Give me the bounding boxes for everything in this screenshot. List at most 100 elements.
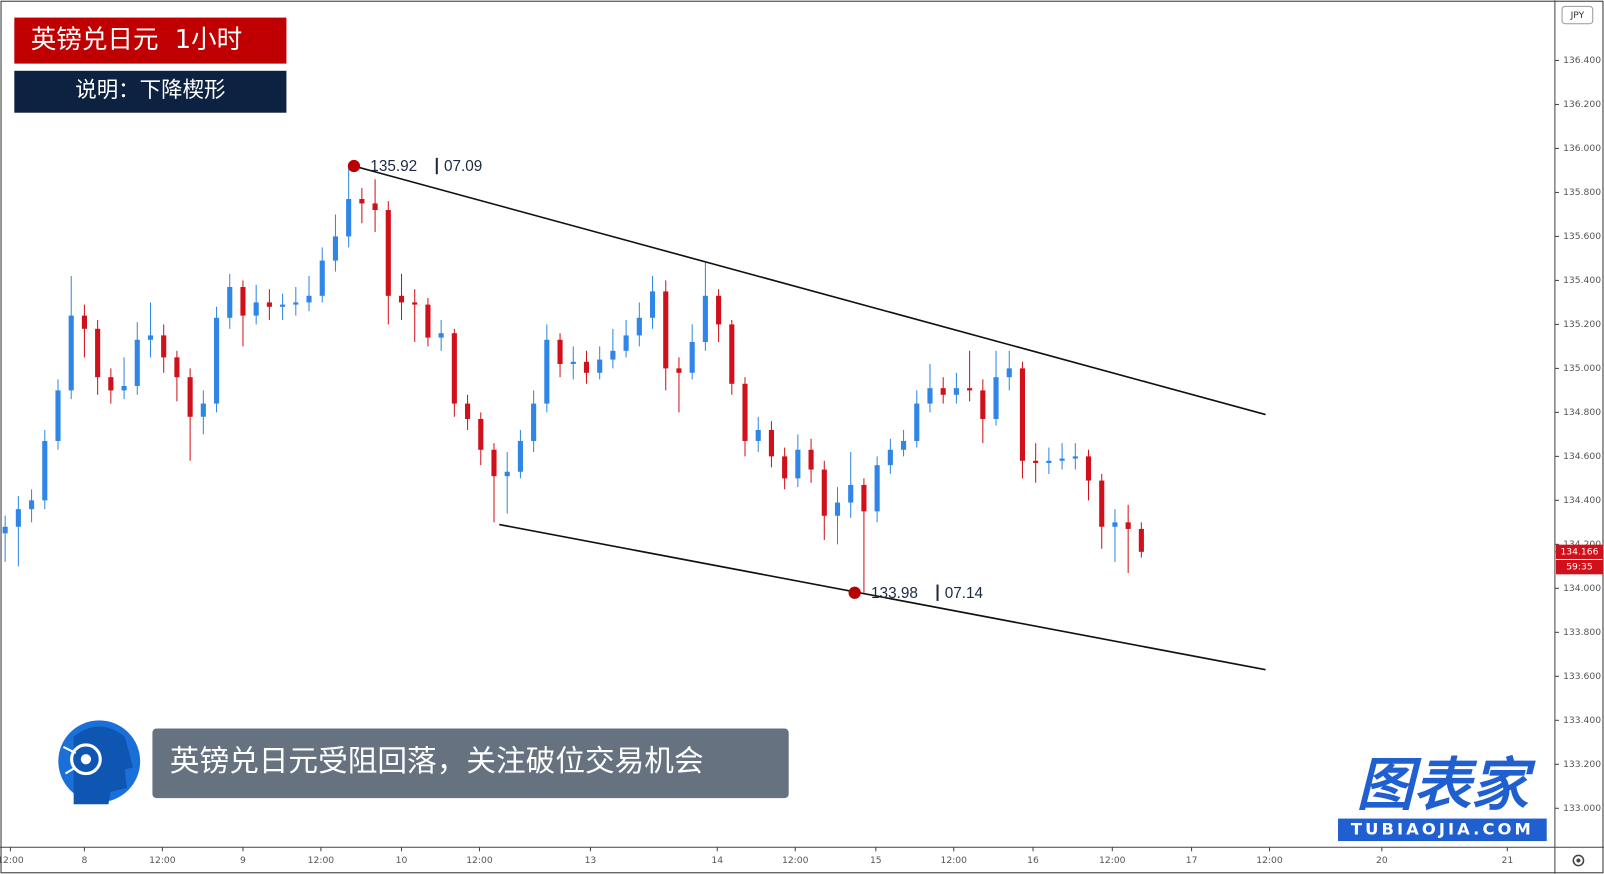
candle-body: [729, 324, 735, 384]
brand-url: TUBIAOJIA.COM: [1351, 819, 1534, 838]
pivot-date: 07.14: [945, 585, 984, 602]
candle-body: [478, 418, 484, 450]
candle-body: [213, 317, 220, 404]
pivot-separator: [936, 584, 939, 601]
candle-body: [15, 509, 21, 527]
y-tick-label: 133.200: [1563, 759, 1601, 770]
candle-body: [29, 500, 35, 510]
x-tick-label: 20: [1376, 855, 1388, 866]
candle-body: [425, 304, 431, 338]
trendline: [353, 165, 1266, 416]
x-tick-label: 12:00: [466, 855, 493, 866]
candle-body: [1099, 480, 1105, 527]
candle-body: [280, 304, 286, 307]
chart-subtitle: 说明：下降楔形: [75, 78, 225, 103]
candle-body: [346, 199, 352, 237]
candle-body: [200, 403, 206, 417]
candle-body: [359, 199, 365, 204]
candle-body: [980, 390, 986, 419]
candle-body: [147, 335, 154, 340]
candle-body: [689, 341, 695, 373]
y-tick-label: 136.000: [1563, 143, 1601, 154]
y-tick-label: 136.200: [1563, 99, 1601, 110]
candle-body: [716, 295, 722, 325]
candle-body: [319, 260, 325, 296]
y-tick-label: 135.200: [1563, 319, 1601, 330]
candle-body: [1059, 458, 1065, 461]
x-tick-label: 12:00: [308, 855, 335, 866]
caption-logo: [58, 720, 141, 805]
caption-box: [152, 728, 789, 799]
x-tick-label: 13: [585, 855, 597, 866]
countdown-box: [1555, 560, 1603, 575]
candle-body: [702, 295, 708, 342]
pivot-marker: [848, 586, 861, 599]
x-tick-label: 8: [81, 855, 87, 866]
pivot-price: 133.98: [871, 585, 918, 602]
candle-body: [504, 471, 510, 477]
y-tick-label: 133.600: [1563, 671, 1601, 682]
settings-icon[interactable]: [1572, 854, 1585, 867]
y-tick-label: 134.200: [1563, 539, 1601, 550]
y-tick-label: 134.600: [1563, 451, 1601, 462]
subtitle-box: [14, 70, 287, 113]
candle-body: [583, 361, 590, 373]
candle-body: [557, 339, 563, 364]
candle-body: [821, 469, 827, 516]
candle-body: [1085, 456, 1092, 481]
candle-body: [55, 390, 61, 441]
candle-body: [1019, 368, 1026, 461]
candle-body: [1138, 528, 1144, 552]
brand-url-box: [1338, 818, 1547, 842]
candle-body: [332, 236, 339, 261]
candle-body: [782, 456, 788, 479]
candle-body: [623, 335, 629, 351]
candle-body: [134, 339, 140, 386]
candle-body: [848, 484, 854, 503]
candle-body: [544, 339, 550, 404]
candle-body: [610, 350, 616, 360]
x-tick-label: 12:00: [0, 855, 24, 866]
x-tick-label: 15: [870, 855, 882, 866]
countdown: 59:35: [1566, 562, 1593, 573]
last-price-label: 134.166: [1560, 546, 1598, 557]
y-tick-label: 135.600: [1563, 231, 1601, 242]
x-tick-label: 12:00: [149, 855, 176, 866]
candle-body: [68, 315, 74, 391]
candle-body: [1072, 456, 1078, 459]
candle-body: [914, 403, 920, 441]
y-tick-label: 134.800: [1563, 407, 1601, 418]
pivot-date: 07.09: [444, 158, 482, 175]
candle-body: [887, 449, 893, 466]
candle-body: [676, 368, 682, 373]
candle-body: [451, 333, 457, 404]
candle-body: [372, 203, 378, 211]
candle-body: [636, 317, 642, 336]
candle-body: [874, 465, 880, 512]
candle-body: [42, 440, 48, 501]
candle-body: [108, 377, 114, 391]
candle-body: [834, 502, 841, 516]
y-tick-label: 133.000: [1563, 803, 1601, 814]
candle-body: [174, 357, 180, 378]
x-tick-label: 21: [1501, 855, 1513, 866]
candle-body: [570, 361, 576, 364]
candle-body: [465, 403, 471, 419]
y-tick-label: 136.400: [1563, 55, 1601, 66]
candle-body: [900, 440, 907, 450]
candle-body: [649, 291, 656, 318]
candle-body: [438, 333, 444, 338]
candle-body: [121, 385, 127, 391]
candle-body: [755, 429, 761, 441]
x-tick-label: 9: [240, 855, 246, 866]
candle-body: [306, 295, 312, 303]
candle-body: [742, 383, 748, 441]
candle-body: [517, 440, 523, 472]
x-tick-label: 10: [396, 855, 408, 866]
candle-body: [412, 302, 418, 305]
pivot-separator: [435, 157, 438, 175]
last-price-box: [1555, 544, 1603, 559]
plot-area: [2, 166, 1144, 593]
y-tick-label: 134.000: [1563, 583, 1601, 594]
x-tick-label: 12:00: [941, 855, 968, 866]
